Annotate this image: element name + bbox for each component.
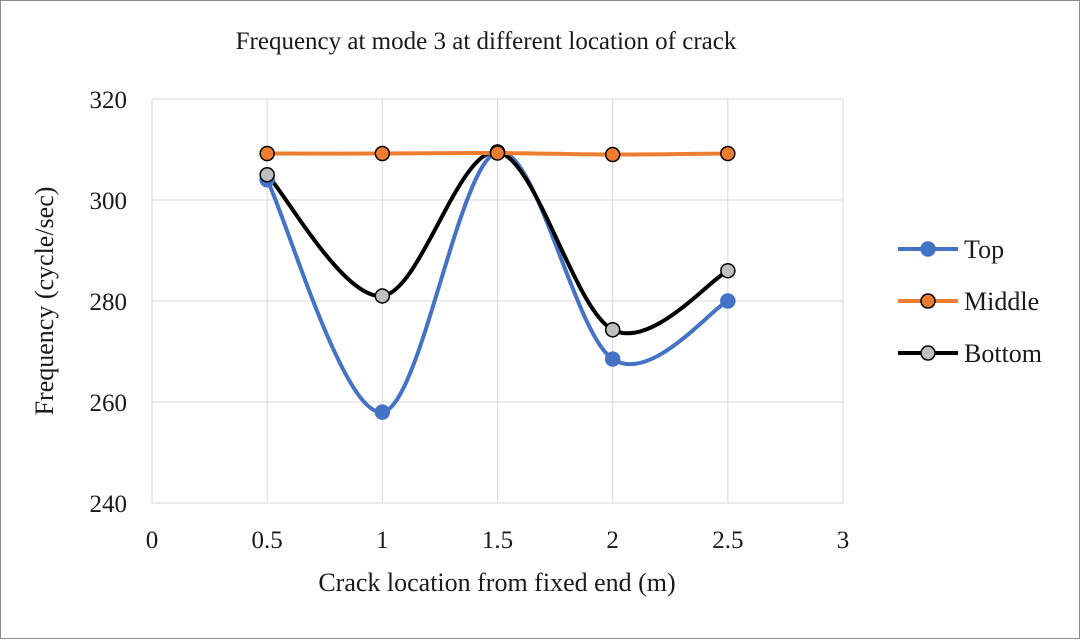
y-tick-label: 280 (90, 289, 128, 316)
series-line-top (265, 150, 730, 415)
data-point-bottom (720, 262, 736, 279)
legend-item-top: Top (898, 235, 1004, 264)
x-tick-labels: 0 0.5 1 1.5 2 2.5 3 (146, 527, 850, 554)
data-point-bottom (259, 167, 275, 183)
legend: Top Middle Bottom (898, 235, 1042, 368)
legend-swatch-marker (920, 241, 936, 257)
data-point-top (720, 293, 736, 309)
legend-swatch-marker (920, 293, 936, 309)
data-point-middle (489, 145, 506, 161)
x-tick-label: 2.5 (712, 527, 743, 554)
x-tick-label: 3 (837, 527, 850, 554)
data-point-top (374, 404, 391, 420)
y-tick-label: 260 (90, 390, 128, 417)
legend-label: Bottom (964, 339, 1042, 368)
x-tick-label: 1 (376, 527, 389, 554)
data-point-bottom (604, 322, 621, 338)
legend-label: Top (964, 235, 1004, 264)
data-point-bottom (374, 288, 391, 304)
data-point-middle (720, 145, 736, 162)
data-point-top (604, 351, 621, 367)
y-tick-label: 240 (90, 491, 128, 518)
data-point-middle (374, 145, 391, 162)
y-tick-label: 300 (90, 188, 128, 215)
grid-lines (151, 98, 844, 504)
x-tick-label: 1.5 (482, 527, 513, 554)
x-tick-label: 2 (606, 527, 619, 554)
y-tick-labels: 240 260 280 300 320 (90, 87, 128, 518)
legend-label: Middle (964, 287, 1039, 316)
data-point-middle (259, 145, 275, 162)
x-tick-label: 0.5 (252, 527, 283, 554)
y-axis-label: Frequency (cycle/sec) (30, 187, 59, 416)
legend-item-bottom: Bottom (898, 339, 1042, 368)
chart-title: Frequency at mode 3 at different locatio… (236, 28, 737, 55)
x-tick-label: 0 (146, 527, 159, 554)
series-markers (259, 144, 736, 420)
y-tick-label: 320 (90, 87, 128, 114)
data-point-middle (604, 146, 621, 163)
legend-item-middle: Middle (898, 287, 1039, 316)
x-axis-label: Crack location from fixed end (m) (318, 568, 675, 597)
legend-swatch-marker (920, 345, 936, 361)
